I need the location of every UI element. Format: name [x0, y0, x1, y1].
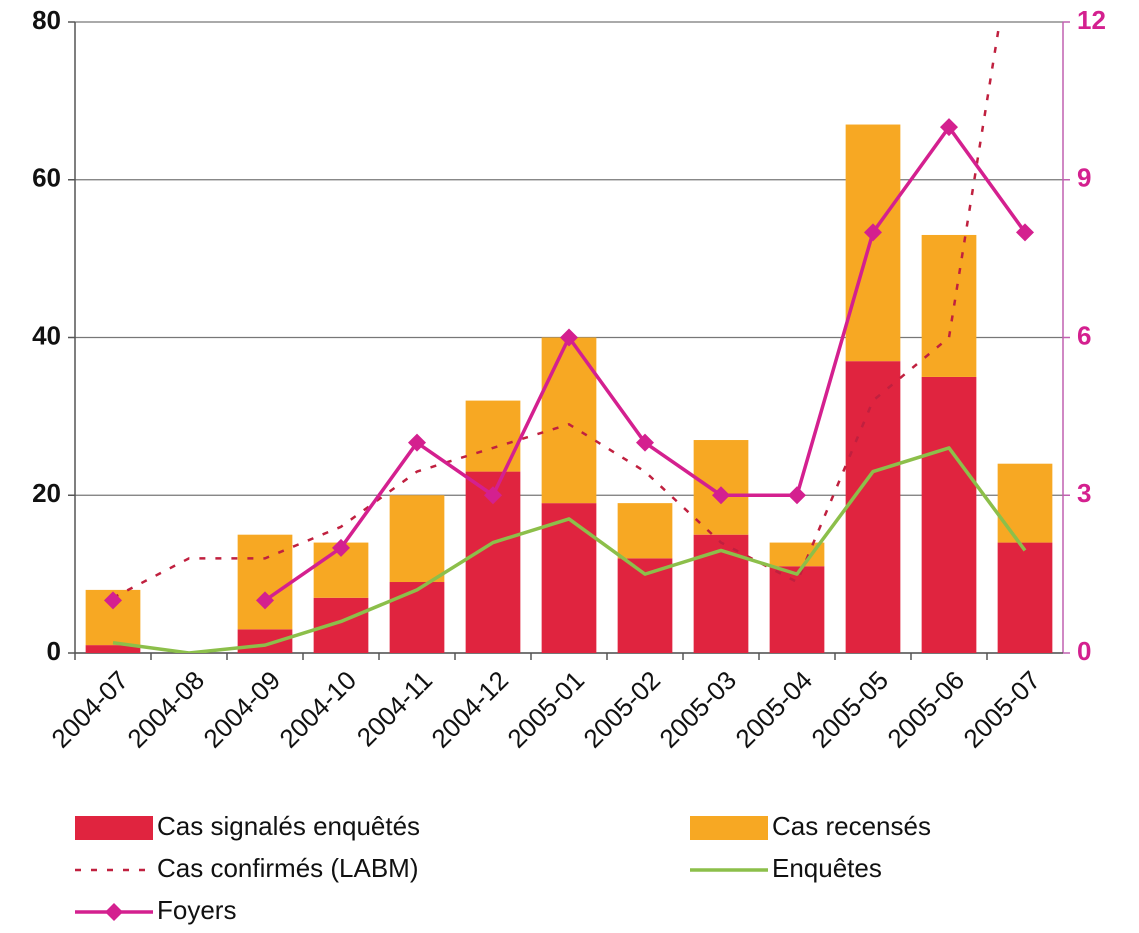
- y2-tick-label: 3: [1077, 478, 1091, 508]
- marker: [940, 118, 958, 137]
- legend-swatch: [75, 816, 153, 840]
- marker: [712, 486, 730, 505]
- x-tick-label: 2005-01: [501, 665, 590, 754]
- legend-marker: [105, 903, 123, 921]
- x-tick-label: 2004-10: [273, 665, 362, 754]
- marker: [104, 591, 122, 610]
- bar: [389, 495, 445, 583]
- line: [112, 22, 1001, 599]
- line: [112, 446, 1027, 653]
- plot-area: [85, 22, 1053, 653]
- bar: [389, 582, 445, 653]
- x-tick-label: 2004-11: [351, 665, 438, 752]
- bar: [693, 534, 749, 653]
- y-tick-label: 20: [32, 478, 61, 508]
- legend-label: Cas signalés enquêtés: [157, 811, 420, 841]
- bar: [845, 361, 901, 653]
- bar: [313, 597, 369, 653]
- y-tick-label: 80: [32, 5, 61, 35]
- bar: [617, 503, 673, 559]
- x-tick-label: 2004-08: [121, 665, 210, 754]
- bar: [769, 542, 825, 567]
- legend-label: Foyers: [157, 895, 236, 925]
- marker: [256, 591, 274, 610]
- marker: [1016, 223, 1034, 242]
- y2-tick-label: 0: [1077, 636, 1091, 666]
- legend-label: Enquêtes: [772, 853, 882, 883]
- marker: [864, 223, 882, 242]
- legend-label: Cas confirmés (LABM): [157, 853, 419, 883]
- bar: [465, 400, 521, 472]
- x-tick-label: 2005-04: [729, 665, 818, 754]
- y2-tick-label: 12: [1077, 5, 1106, 35]
- marker: [788, 486, 806, 505]
- legend-swatch: [690, 816, 768, 840]
- bar: [845, 124, 901, 362]
- bar: [541, 503, 597, 653]
- bar: [921, 376, 977, 653]
- x-tick-label: 2005-06: [881, 665, 970, 754]
- x-tick-label: 2004-09: [197, 665, 286, 754]
- x-tick-label: 2005-07: [957, 665, 1046, 754]
- y-tick-label: 0: [47, 636, 61, 666]
- x-tick-label: 2004-07: [45, 665, 134, 754]
- marker: [636, 433, 654, 452]
- y2-tick-label: 6: [1077, 320, 1091, 350]
- bar: [997, 463, 1053, 543]
- x-tick-label: 2005-02: [577, 665, 666, 754]
- legend-label: Cas recensés: [772, 811, 931, 841]
- bar: [769, 566, 825, 653]
- y2-tick-label: 9: [1077, 163, 1091, 193]
- marker: [332, 538, 350, 557]
- marker: [484, 486, 502, 505]
- bar: [997, 542, 1053, 653]
- bar: [85, 645, 141, 653]
- bar: [921, 234, 977, 377]
- bar: [237, 534, 293, 630]
- x-tick-label: 2005-05: [805, 665, 894, 754]
- marker: [408, 433, 426, 452]
- y-tick-label: 60: [32, 163, 61, 193]
- x-tick-label: 2005-03: [653, 665, 742, 754]
- marker: [560, 328, 578, 347]
- x-tick-label: 2004-12: [425, 665, 514, 754]
- bar: [237, 629, 293, 653]
- y-tick-label: 40: [32, 320, 61, 350]
